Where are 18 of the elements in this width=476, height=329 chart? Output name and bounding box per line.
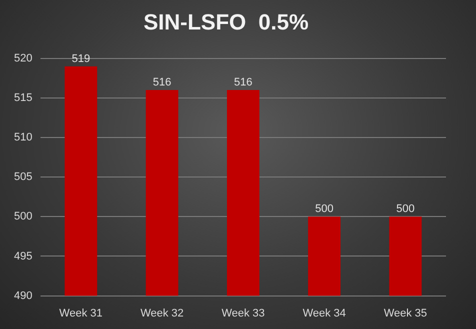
data-label: 500: [396, 203, 415, 216]
x-tick-label: Week 33: [222, 307, 265, 320]
data-label: 519: [72, 52, 90, 65]
data-label: 500: [315, 203, 334, 216]
data-label: 516: [234, 76, 252, 89]
y-tick-label: 520: [14, 52, 32, 64]
y-tick-label: 505: [14, 171, 32, 184]
y-tick-label: 490: [14, 290, 32, 302]
y-tick-label: 510: [14, 132, 32, 144]
y-tick-label: 500: [14, 210, 32, 223]
x-tick-label: Week 32: [140, 307, 184, 320]
x-tick-label: Week 34: [302, 307, 346, 320]
y-tick-label: 515: [14, 92, 32, 104]
data-label: 516: [152, 76, 172, 89]
x-tick-label: Week 35: [384, 307, 428, 320]
chart-title: SIN-LSFO 0.5%: [143, 9, 309, 34]
x-tick-label: Week 31: [59, 307, 103, 320]
y-tick-label: 495: [14, 250, 32, 262]
